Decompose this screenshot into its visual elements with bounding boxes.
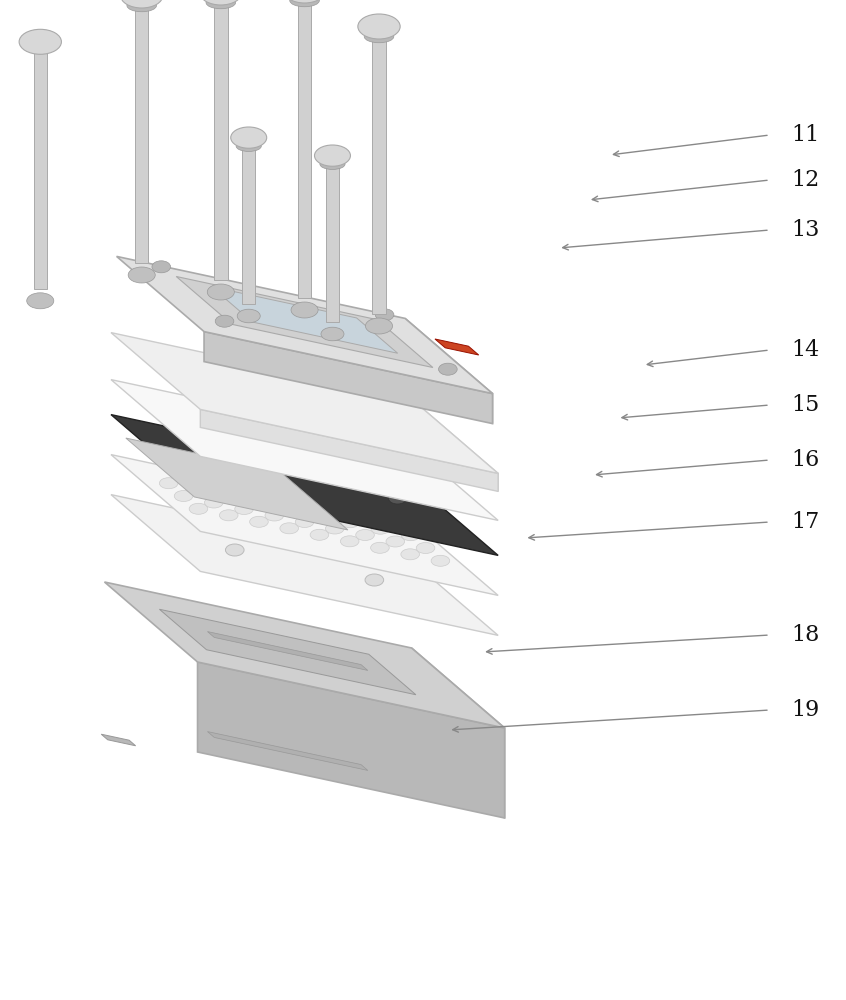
Ellipse shape <box>315 145 350 166</box>
Ellipse shape <box>280 523 299 534</box>
Text: 13: 13 <box>791 219 820 241</box>
Ellipse shape <box>340 536 359 547</box>
Polygon shape <box>111 495 498 635</box>
Ellipse shape <box>190 503 208 514</box>
Ellipse shape <box>120 0 162 8</box>
Ellipse shape <box>159 478 178 489</box>
Polygon shape <box>126 438 348 530</box>
Ellipse shape <box>174 490 193 502</box>
Text: 15: 15 <box>791 394 819 416</box>
Polygon shape <box>207 732 368 770</box>
Ellipse shape <box>225 544 244 556</box>
Ellipse shape <box>416 542 435 554</box>
Ellipse shape <box>215 315 233 327</box>
Ellipse shape <box>234 503 254 514</box>
Ellipse shape <box>289 0 319 7</box>
Polygon shape <box>204 332 492 424</box>
Ellipse shape <box>231 127 266 148</box>
Text: 17: 17 <box>791 511 819 533</box>
Polygon shape <box>405 318 492 424</box>
Ellipse shape <box>19 29 62 54</box>
Text: 18: 18 <box>791 624 820 646</box>
Ellipse shape <box>27 293 54 309</box>
Polygon shape <box>212 287 398 353</box>
Ellipse shape <box>219 510 238 521</box>
Ellipse shape <box>401 549 420 560</box>
Ellipse shape <box>371 523 390 534</box>
Polygon shape <box>435 339 479 355</box>
Ellipse shape <box>152 261 171 273</box>
Polygon shape <box>298 0 311 298</box>
Polygon shape <box>111 333 498 473</box>
Ellipse shape <box>388 492 407 504</box>
Text: 11: 11 <box>791 124 819 146</box>
Ellipse shape <box>310 510 329 521</box>
Ellipse shape <box>236 141 261 151</box>
Ellipse shape <box>291 302 318 318</box>
Ellipse shape <box>341 517 360 528</box>
Ellipse shape <box>250 516 268 527</box>
Polygon shape <box>207 632 368 670</box>
Ellipse shape <box>358 14 400 39</box>
Ellipse shape <box>310 529 329 540</box>
Ellipse shape <box>431 555 450 566</box>
Ellipse shape <box>364 30 393 43</box>
Ellipse shape <box>265 510 283 521</box>
Polygon shape <box>242 144 255 304</box>
Ellipse shape <box>321 327 344 341</box>
Polygon shape <box>34 49 47 289</box>
Ellipse shape <box>280 504 299 515</box>
Text: 12: 12 <box>791 169 819 191</box>
Polygon shape <box>111 415 498 555</box>
Ellipse shape <box>376 309 394 321</box>
Polygon shape <box>135 3 148 263</box>
Polygon shape <box>111 380 498 520</box>
Text: 16: 16 <box>791 449 819 471</box>
Ellipse shape <box>128 267 155 283</box>
Polygon shape <box>245 734 279 746</box>
Ellipse shape <box>191 372 212 385</box>
Ellipse shape <box>220 491 239 502</box>
Polygon shape <box>102 734 135 746</box>
Ellipse shape <box>295 516 314 527</box>
Ellipse shape <box>326 523 344 534</box>
Polygon shape <box>201 409 498 491</box>
Ellipse shape <box>250 497 269 508</box>
Polygon shape <box>176 276 433 368</box>
Ellipse shape <box>365 574 383 586</box>
Ellipse shape <box>396 416 417 430</box>
Polygon shape <box>409 397 498 491</box>
Polygon shape <box>207 532 368 570</box>
Polygon shape <box>411 648 504 818</box>
Ellipse shape <box>355 530 374 540</box>
Polygon shape <box>372 34 386 314</box>
Ellipse shape <box>438 363 457 375</box>
Ellipse shape <box>207 284 234 300</box>
Ellipse shape <box>283 0 326 3</box>
Polygon shape <box>111 455 498 595</box>
Polygon shape <box>415 734 448 746</box>
Ellipse shape <box>205 497 223 508</box>
Text: 14: 14 <box>791 339 819 361</box>
Ellipse shape <box>401 530 420 541</box>
Ellipse shape <box>237 309 261 323</box>
Polygon shape <box>104 582 504 728</box>
Text: 19: 19 <box>791 699 819 721</box>
Ellipse shape <box>320 159 345 169</box>
Polygon shape <box>159 609 416 695</box>
Ellipse shape <box>200 0 242 5</box>
Ellipse shape <box>365 318 393 334</box>
Polygon shape <box>195 311 329 345</box>
Polygon shape <box>117 256 492 394</box>
Polygon shape <box>326 162 339 322</box>
Ellipse shape <box>206 0 235 9</box>
Ellipse shape <box>190 484 208 495</box>
Ellipse shape <box>371 542 389 553</box>
Polygon shape <box>214 0 228 280</box>
Ellipse shape <box>386 536 404 547</box>
Polygon shape <box>197 662 504 818</box>
Ellipse shape <box>127 0 157 12</box>
